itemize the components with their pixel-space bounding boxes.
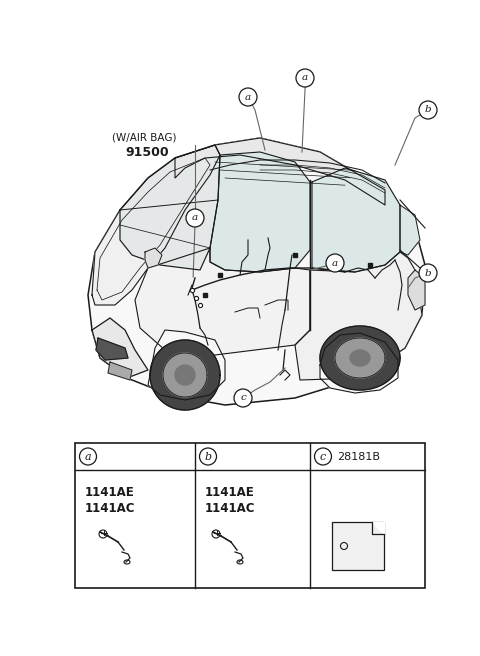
Circle shape <box>239 88 257 106</box>
Text: a: a <box>302 73 308 83</box>
Polygon shape <box>312 168 400 272</box>
Polygon shape <box>92 145 220 305</box>
Text: 1141AC: 1141AC <box>85 501 135 514</box>
Text: (W/AIR BAG): (W/AIR BAG) <box>112 133 177 143</box>
Text: a: a <box>84 451 91 462</box>
Text: a: a <box>192 213 198 222</box>
Circle shape <box>186 209 204 227</box>
Polygon shape <box>320 326 400 390</box>
Text: 91500: 91500 <box>125 146 168 159</box>
Polygon shape <box>150 340 220 410</box>
Circle shape <box>296 69 314 87</box>
Polygon shape <box>372 522 384 534</box>
Polygon shape <box>408 270 425 310</box>
Polygon shape <box>120 145 220 270</box>
Polygon shape <box>175 138 385 205</box>
Circle shape <box>234 389 252 407</box>
Circle shape <box>80 448 96 465</box>
Circle shape <box>326 254 344 272</box>
Circle shape <box>200 448 216 465</box>
Text: a: a <box>245 92 251 102</box>
Polygon shape <box>135 248 310 355</box>
Bar <box>75 443 425 588</box>
Circle shape <box>419 264 437 282</box>
Polygon shape <box>108 362 132 380</box>
Text: 1141AE: 1141AE <box>85 485 135 499</box>
Text: c: c <box>320 451 326 462</box>
Circle shape <box>419 101 437 119</box>
Polygon shape <box>335 338 385 378</box>
Text: c: c <box>240 394 246 403</box>
Text: 1141AC: 1141AC <box>205 501 255 514</box>
Circle shape <box>314 448 332 465</box>
Polygon shape <box>210 152 310 272</box>
Polygon shape <box>88 138 425 405</box>
Polygon shape <box>175 365 195 385</box>
Polygon shape <box>92 318 148 378</box>
Text: 28181B: 28181B <box>337 451 380 462</box>
Polygon shape <box>163 353 207 397</box>
Text: b: b <box>425 268 432 277</box>
Polygon shape <box>96 338 128 360</box>
Polygon shape <box>145 248 162 268</box>
Text: 1141AE: 1141AE <box>205 485 255 499</box>
Polygon shape <box>295 252 422 380</box>
Polygon shape <box>148 330 225 400</box>
Bar <box>332 522 384 570</box>
Polygon shape <box>350 350 370 366</box>
Text: b: b <box>204 451 212 462</box>
Text: a: a <box>332 258 338 268</box>
Polygon shape <box>320 333 398 393</box>
Polygon shape <box>400 205 420 255</box>
Text: b: b <box>425 106 432 115</box>
